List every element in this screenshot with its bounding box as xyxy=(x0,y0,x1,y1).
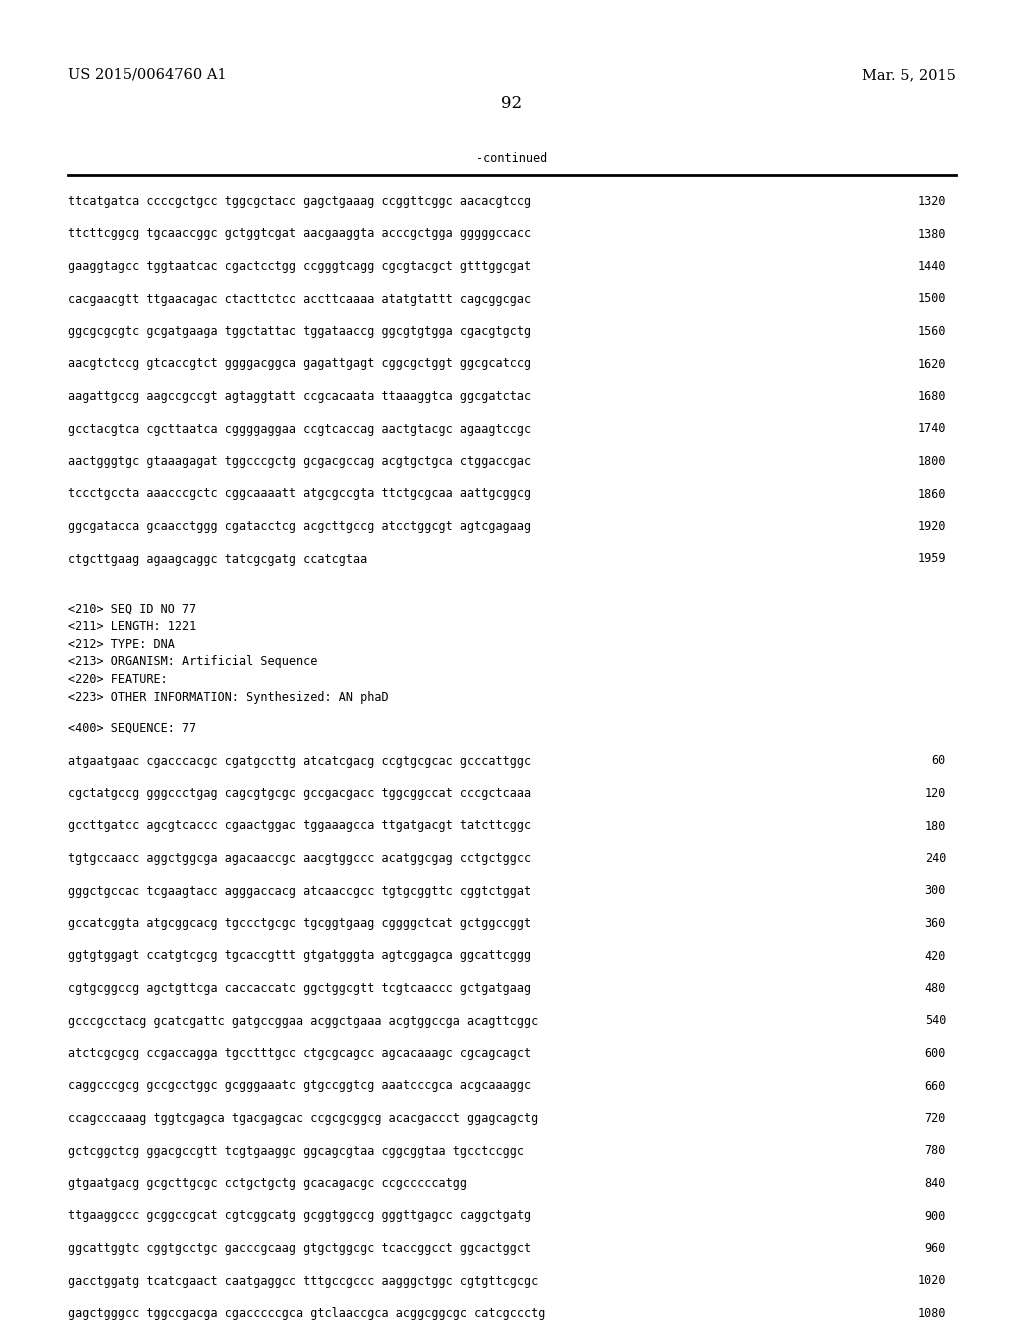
Text: 900: 900 xyxy=(925,1209,946,1222)
Text: atctcgcgcg ccgaccagga tgcctttgcc ctgcgcagcc agcacaaagc cgcagcagct: atctcgcgcg ccgaccagga tgcctttgcc ctgcgca… xyxy=(68,1047,531,1060)
Text: <212> TYPE: DNA: <212> TYPE: DNA xyxy=(68,638,175,651)
Text: <400> SEQUENCE: 77: <400> SEQUENCE: 77 xyxy=(68,722,197,735)
Text: 240: 240 xyxy=(925,851,946,865)
Text: 1959: 1959 xyxy=(918,553,946,565)
Text: caggcccgcg gccgcctggc gcgggaaatc gtgccggtcg aaatcccgca acgcaaaggc: caggcccgcg gccgcctggc gcgggaaatc gtgccgg… xyxy=(68,1080,531,1093)
Text: 1860: 1860 xyxy=(918,487,946,500)
Text: 780: 780 xyxy=(925,1144,946,1158)
Text: <213> ORGANISM: Artificial Sequence: <213> ORGANISM: Artificial Sequence xyxy=(68,656,317,668)
Text: 360: 360 xyxy=(925,917,946,931)
Text: 180: 180 xyxy=(925,820,946,833)
Text: gccttgatcc agcgtcaccc cgaactggac tggaaagcca ttgatgacgt tatcttcggc: gccttgatcc agcgtcaccc cgaactggac tggaaag… xyxy=(68,820,531,833)
Text: <223> OTHER INFORMATION: Synthesized: AN phaD: <223> OTHER INFORMATION: Synthesized: AN… xyxy=(68,690,389,704)
Text: ggtgtggagt ccatgtcgcg tgcaccgttt gtgatgggta agtcggagca ggcattcggg: ggtgtggagt ccatgtcgcg tgcaccgttt gtgatgg… xyxy=(68,949,531,962)
Text: gaaggtagcc tggtaatcac cgactcctgg ccgggtcagg cgcgtacgct gtttggcgat: gaaggtagcc tggtaatcac cgactcctgg ccgggtc… xyxy=(68,260,531,273)
Text: gccatcggta atgcggcacg tgccctgcgc tgcggtgaag cggggctcat gctggccggt: gccatcggta atgcggcacg tgccctgcgc tgcggtg… xyxy=(68,917,531,931)
Text: <211> LENGTH: 1221: <211> LENGTH: 1221 xyxy=(68,620,197,634)
Text: 1380: 1380 xyxy=(918,227,946,240)
Text: ggcgcgcgtc gcgatgaaga tggctattac tggataaccg ggcgtgtgga cgacgtgctg: ggcgcgcgtc gcgatgaaga tggctattac tggataa… xyxy=(68,325,531,338)
Text: 1440: 1440 xyxy=(918,260,946,273)
Text: ttcatgatca ccccgctgcc tggcgctacc gagctgaaag ccggttcggc aacacgtccg: ttcatgatca ccccgctgcc tggcgctacc gagctga… xyxy=(68,195,531,209)
Text: tgtgccaacc aggctggcga agacaaccgc aacgtggccc acatggcgag cctgctggcc: tgtgccaacc aggctggcga agacaaccgc aacgtgg… xyxy=(68,851,531,865)
Text: cgctatgccg gggccctgag cagcgtgcgc gccgacgacc tggcggccat cccgctcaaa: cgctatgccg gggccctgag cagcgtgcgc gccgacg… xyxy=(68,787,531,800)
Text: ctgcttgaag agaagcaggc tatcgcgatg ccatcgtaa: ctgcttgaag agaagcaggc tatcgcgatg ccatcgt… xyxy=(68,553,368,565)
Text: 1320: 1320 xyxy=(918,195,946,209)
Text: 300: 300 xyxy=(925,884,946,898)
Text: ggcattggtc cggtgcctgc gacccgcaag gtgctggcgc tcaccggcct ggcactggct: ggcattggtc cggtgcctgc gacccgcaag gtgctgg… xyxy=(68,1242,531,1255)
Text: gggctgccac tcgaagtacc agggaccacg atcaaccgcc tgtgcggttc cggtctggat: gggctgccac tcgaagtacc agggaccacg atcaacc… xyxy=(68,884,531,898)
Text: gcccgcctacg gcatcgattc gatgccggaa acggctgaaa acgtggccga acagttcggc: gcccgcctacg gcatcgattc gatgccggaa acggct… xyxy=(68,1015,539,1027)
Text: ccagcccaaag tggtcgagca tgacgagcac ccgcgcggcg acacgaccct ggagcagctg: ccagcccaaag tggtcgagca tgacgagcac ccgcgc… xyxy=(68,1111,539,1125)
Text: 540: 540 xyxy=(925,1015,946,1027)
Text: -continued: -continued xyxy=(476,152,548,165)
Text: 960: 960 xyxy=(925,1242,946,1255)
Text: ttcttcggcg tgcaaccggc gctggtcgat aacgaaggta acccgctgga gggggccacc: ttcttcggcg tgcaaccggc gctggtcgat aacgaag… xyxy=(68,227,531,240)
Text: Mar. 5, 2015: Mar. 5, 2015 xyxy=(862,69,956,82)
Text: 720: 720 xyxy=(925,1111,946,1125)
Text: 600: 600 xyxy=(925,1047,946,1060)
Text: aactgggtgc gtaaagagat tggcccgctg gcgacgccag acgtgctgca ctggaccgac: aactgggtgc gtaaagagat tggcccgctg gcgacgc… xyxy=(68,455,531,469)
Text: 1500: 1500 xyxy=(918,293,946,305)
Text: 1620: 1620 xyxy=(918,358,946,371)
Text: cacgaacgtt ttgaacagac ctacttctcc accttcaaaa atatgtattt cagcggcgac: cacgaacgtt ttgaacagac ctacttctcc accttca… xyxy=(68,293,531,305)
Text: 1560: 1560 xyxy=(918,325,946,338)
Text: 660: 660 xyxy=(925,1080,946,1093)
Text: 120: 120 xyxy=(925,787,946,800)
Text: 1800: 1800 xyxy=(918,455,946,469)
Text: 1080: 1080 xyxy=(918,1307,946,1320)
Text: gctcggctcg ggacgccgtt tcgtgaaggc ggcagcgtaa cggcggtaa tgcctccggc: gctcggctcg ggacgccgtt tcgtgaaggc ggcagcg… xyxy=(68,1144,524,1158)
Text: gagctgggcc tggccgacga cgacccccgca gtclaaccgca acggcggcgc catcgccctg: gagctgggcc tggccgacga cgacccccgca gtclaa… xyxy=(68,1307,546,1320)
Text: 1920: 1920 xyxy=(918,520,946,533)
Text: 420: 420 xyxy=(925,949,946,962)
Text: 60: 60 xyxy=(932,755,946,767)
Text: tccctgccta aaacccgctc cggcaaaatt atgcgccgta ttctgcgcaa aattgcggcg: tccctgccta aaacccgctc cggcaaaatt atgcgcc… xyxy=(68,487,531,500)
Text: 1020: 1020 xyxy=(918,1275,946,1287)
Text: <210> SEQ ID NO 77: <210> SEQ ID NO 77 xyxy=(68,603,197,616)
Text: aacgtctccg gtcaccgtct ggggacggca gagattgagt cggcgctggt ggcgcatccg: aacgtctccg gtcaccgtct ggggacggca gagattg… xyxy=(68,358,531,371)
Text: <220> FEATURE:: <220> FEATURE: xyxy=(68,673,168,686)
Text: ttgaaggccc gcggccgcat cgtcggcatg gcggtggccg gggttgagcc caggctgatg: ttgaaggccc gcggccgcat cgtcggcatg gcggtgg… xyxy=(68,1209,531,1222)
Text: gcctacgtca cgcttaatca cggggaggaa ccgtcaccag aactgtacgc agaagtccgc: gcctacgtca cgcttaatca cggggaggaa ccgtcac… xyxy=(68,422,531,436)
Text: aagattgccg aagccgccgt agtaggtatt ccgcacaata ttaaaggtca ggcgatctac: aagattgccg aagccgccgt agtaggtatt ccgcaca… xyxy=(68,389,531,403)
Text: 840: 840 xyxy=(925,1177,946,1191)
Text: US 2015/0064760 A1: US 2015/0064760 A1 xyxy=(68,69,226,82)
Text: gacctggatg tcatcgaact caatgaggcc tttgccgccc aagggctggc cgtgttcgcgc: gacctggatg tcatcgaact caatgaggcc tttgccg… xyxy=(68,1275,539,1287)
Text: gtgaatgacg gcgcttgcgc cctgctgctg gcacagacgc ccgcccccatgg: gtgaatgacg gcgcttgcgc cctgctgctg gcacaga… xyxy=(68,1177,467,1191)
Text: 92: 92 xyxy=(502,95,522,112)
Text: ggcgatacca gcaacctggg cgatacctcg acgcttgccg atcctggcgt agtcgagaag: ggcgatacca gcaacctggg cgatacctcg acgcttg… xyxy=(68,520,531,533)
Text: 480: 480 xyxy=(925,982,946,995)
Text: 1740: 1740 xyxy=(918,422,946,436)
Text: cgtgcggccg agctgttcga caccaccatc ggctggcgtt tcgtcaaccc gctgatgaag: cgtgcggccg agctgttcga caccaccatc ggctggc… xyxy=(68,982,531,995)
Text: atgaatgaac cgacccacgc cgatgccttg atcatcgacg ccgtgcgcac gcccattggc: atgaatgaac cgacccacgc cgatgccttg atcatcg… xyxy=(68,755,531,767)
Text: 1680: 1680 xyxy=(918,389,946,403)
